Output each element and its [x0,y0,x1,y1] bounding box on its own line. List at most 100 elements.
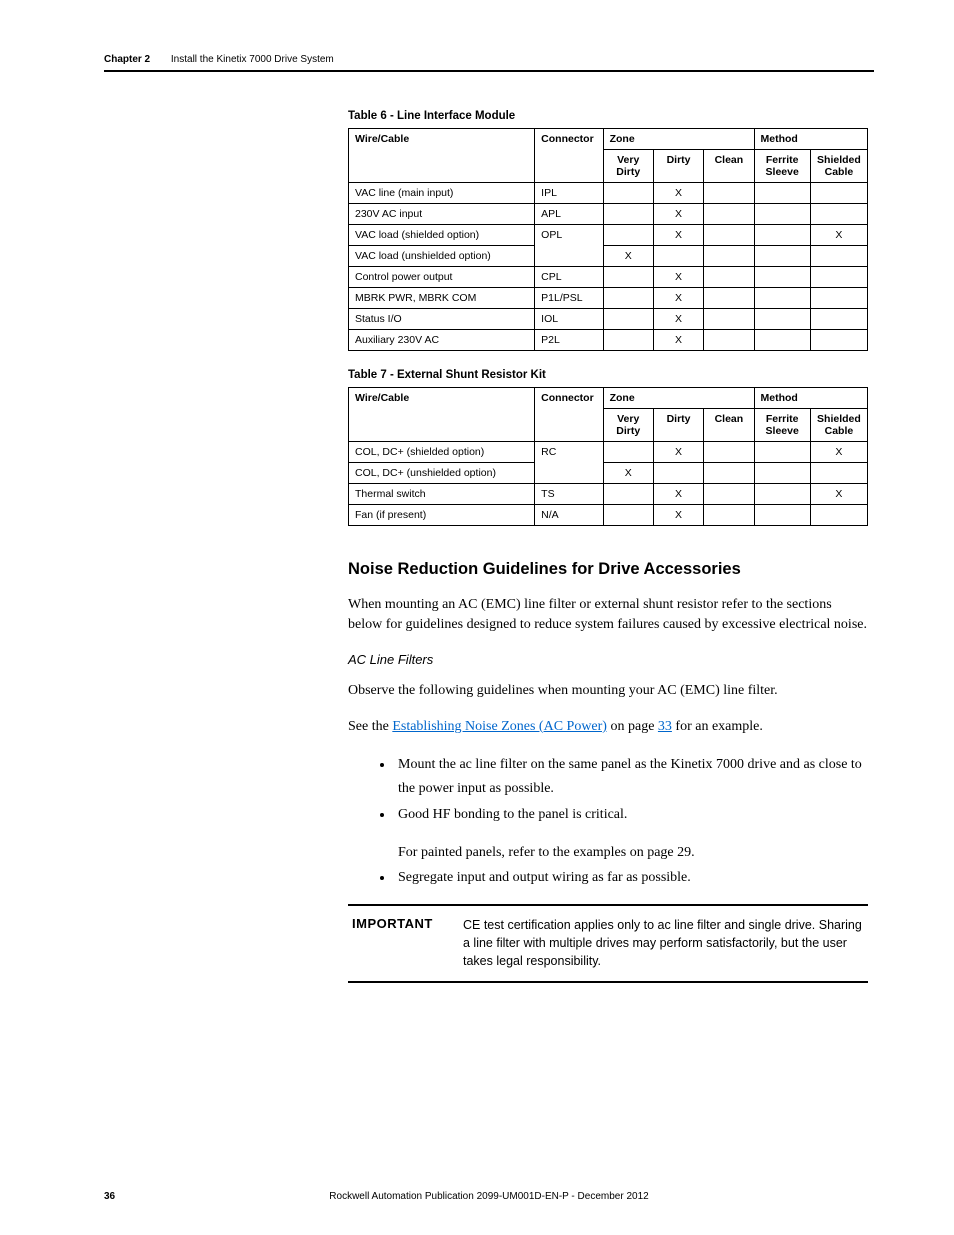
cell-connector: IPL [535,183,603,204]
list-item: Good HF bonding to the panel is critical… [394,803,868,865]
para-guidelines: Observe the following guidelines when mo… [348,681,868,701]
cell-mark [704,246,754,267]
cell-mark [603,484,653,505]
cell-mark [754,484,810,505]
section-intro: When mounting an AC (EMC) line filter or… [348,595,868,636]
cell-mark [603,267,653,288]
th-dirty: Dirty [653,409,703,442]
th-zone: Zone [603,129,754,150]
publication-info: Rockwell Automation Publication 2099-UM0… [104,1191,874,1202]
bullet-subtext: For painted panels, refer to the example… [398,841,868,865]
cell-mark [754,309,810,330]
cell-mark [754,183,810,204]
cell-mark: X [653,330,703,351]
th-dirty: Dirty [653,150,703,183]
cell-connector: IOL [535,309,603,330]
cell-mark [754,288,810,309]
cell-mark [810,288,867,309]
cell-mark [810,204,867,225]
table-row: VAC line (main input)IPLX [349,183,868,204]
th-method: Method [754,388,867,409]
table-row: Fan (if present)N/A X [349,505,868,526]
cell-mark [810,505,867,526]
cell-connector: RC [535,442,603,484]
cell-mark [810,267,867,288]
cell-mark [653,246,703,267]
cell-mark [603,505,653,526]
cell-connector: P2L [535,330,603,351]
cell-mark: X [603,463,653,484]
cell-mark: X [653,288,703,309]
main-content: Table 6 - Line Interface Module Wire/Cab… [348,110,868,983]
noise-zones-link[interactable]: Establishing Noise Zones (AC Power) [392,719,607,734]
cell-mark [704,267,754,288]
subsection-heading: AC Line Filters [348,652,868,667]
cell-mark [603,204,653,225]
th-connector: Connector [535,129,603,183]
cell-connector: TS [535,484,603,505]
cell-mark [810,183,867,204]
cell-mark [704,225,754,246]
important-callout: IMPORTANT CE test certification applies … [348,904,868,982]
cell-wire: Status I/O [349,309,535,330]
section-heading: Noise Reduction Guidelines for Drive Acc… [348,560,868,579]
cell-mark [754,330,810,351]
cell-mark [704,288,754,309]
table-row: MBRK PWR, MBRK COMP1L/PSL X [349,288,868,309]
cell-wire: Control power output [349,267,535,288]
cell-mark: X [653,225,703,246]
cell-mark [704,442,754,463]
cell-mark: X [653,505,703,526]
cell-mark [754,463,810,484]
cell-mark [754,246,810,267]
table-row: COL, DC+ (shielded option)RCXX [349,442,868,463]
table-row: Control power outputCPL X [349,267,868,288]
cell-connector: APL [535,204,603,225]
cell-mark [603,442,653,463]
cell-wire: 230V AC input [349,204,535,225]
table-row: VAC load (shielded option)OPLXX [349,225,868,246]
bullet-list: Mount the ac line filter on the same pan… [394,753,868,890]
th-ferrite: Ferrite Sleeve [754,150,810,183]
cell-mark [704,204,754,225]
cell-mark: X [603,246,653,267]
cell-wire: VAC line (main input) [349,183,535,204]
th-connector: Connector [535,388,603,442]
cell-mark [810,463,867,484]
cell-mark [603,225,653,246]
cell-connector: N/A [535,505,603,526]
table7: Wire/Cable Connector Zone Method Very Di… [348,387,868,526]
th-ferrite: Ferrite Sleeve [754,409,810,442]
table-row: Auxiliary 230V ACP2LX [349,330,868,351]
bullet-text: Mount the ac line filter on the same pan… [398,757,862,796]
cell-wire: MBRK PWR, MBRK COM [349,288,535,309]
cell-connector: P1L/PSL [535,288,603,309]
cell-mark: X [810,442,867,463]
cell-mark [754,225,810,246]
cell-mark [704,505,754,526]
list-item: Segregate input and output wiring as far… [394,866,868,890]
cell-connector: CPL [535,267,603,288]
cell-connector: OPL [535,225,603,267]
page-header: Chapter 2 Install the Kinetix 7000 Drive… [104,54,874,65]
table-row: Status I/OIOLX [349,309,868,330]
list-item: Mount the ac line filter on the same pan… [394,753,868,801]
cell-mark [603,330,653,351]
th-clean: Clean [704,150,754,183]
header-rule [104,70,874,72]
table6-caption: Table 6 - Line Interface Module [348,110,868,122]
cell-mark: X [653,442,703,463]
cell-wire: Fan (if present) [349,505,535,526]
cell-mark: X [653,267,703,288]
text: on page [607,719,658,734]
table-row: 230V AC inputAPLX [349,204,868,225]
para-see-link: See the Establishing Noise Zones (AC Pow… [348,717,868,737]
bullet-text: Segregate input and output wiring as far… [398,870,691,885]
page-link[interactable]: 33 [658,719,672,734]
cell-mark: X [653,484,703,505]
cell-mark [704,484,754,505]
cell-mark [704,463,754,484]
text: See the [348,719,392,734]
cell-mark [810,309,867,330]
cell-mark [704,330,754,351]
